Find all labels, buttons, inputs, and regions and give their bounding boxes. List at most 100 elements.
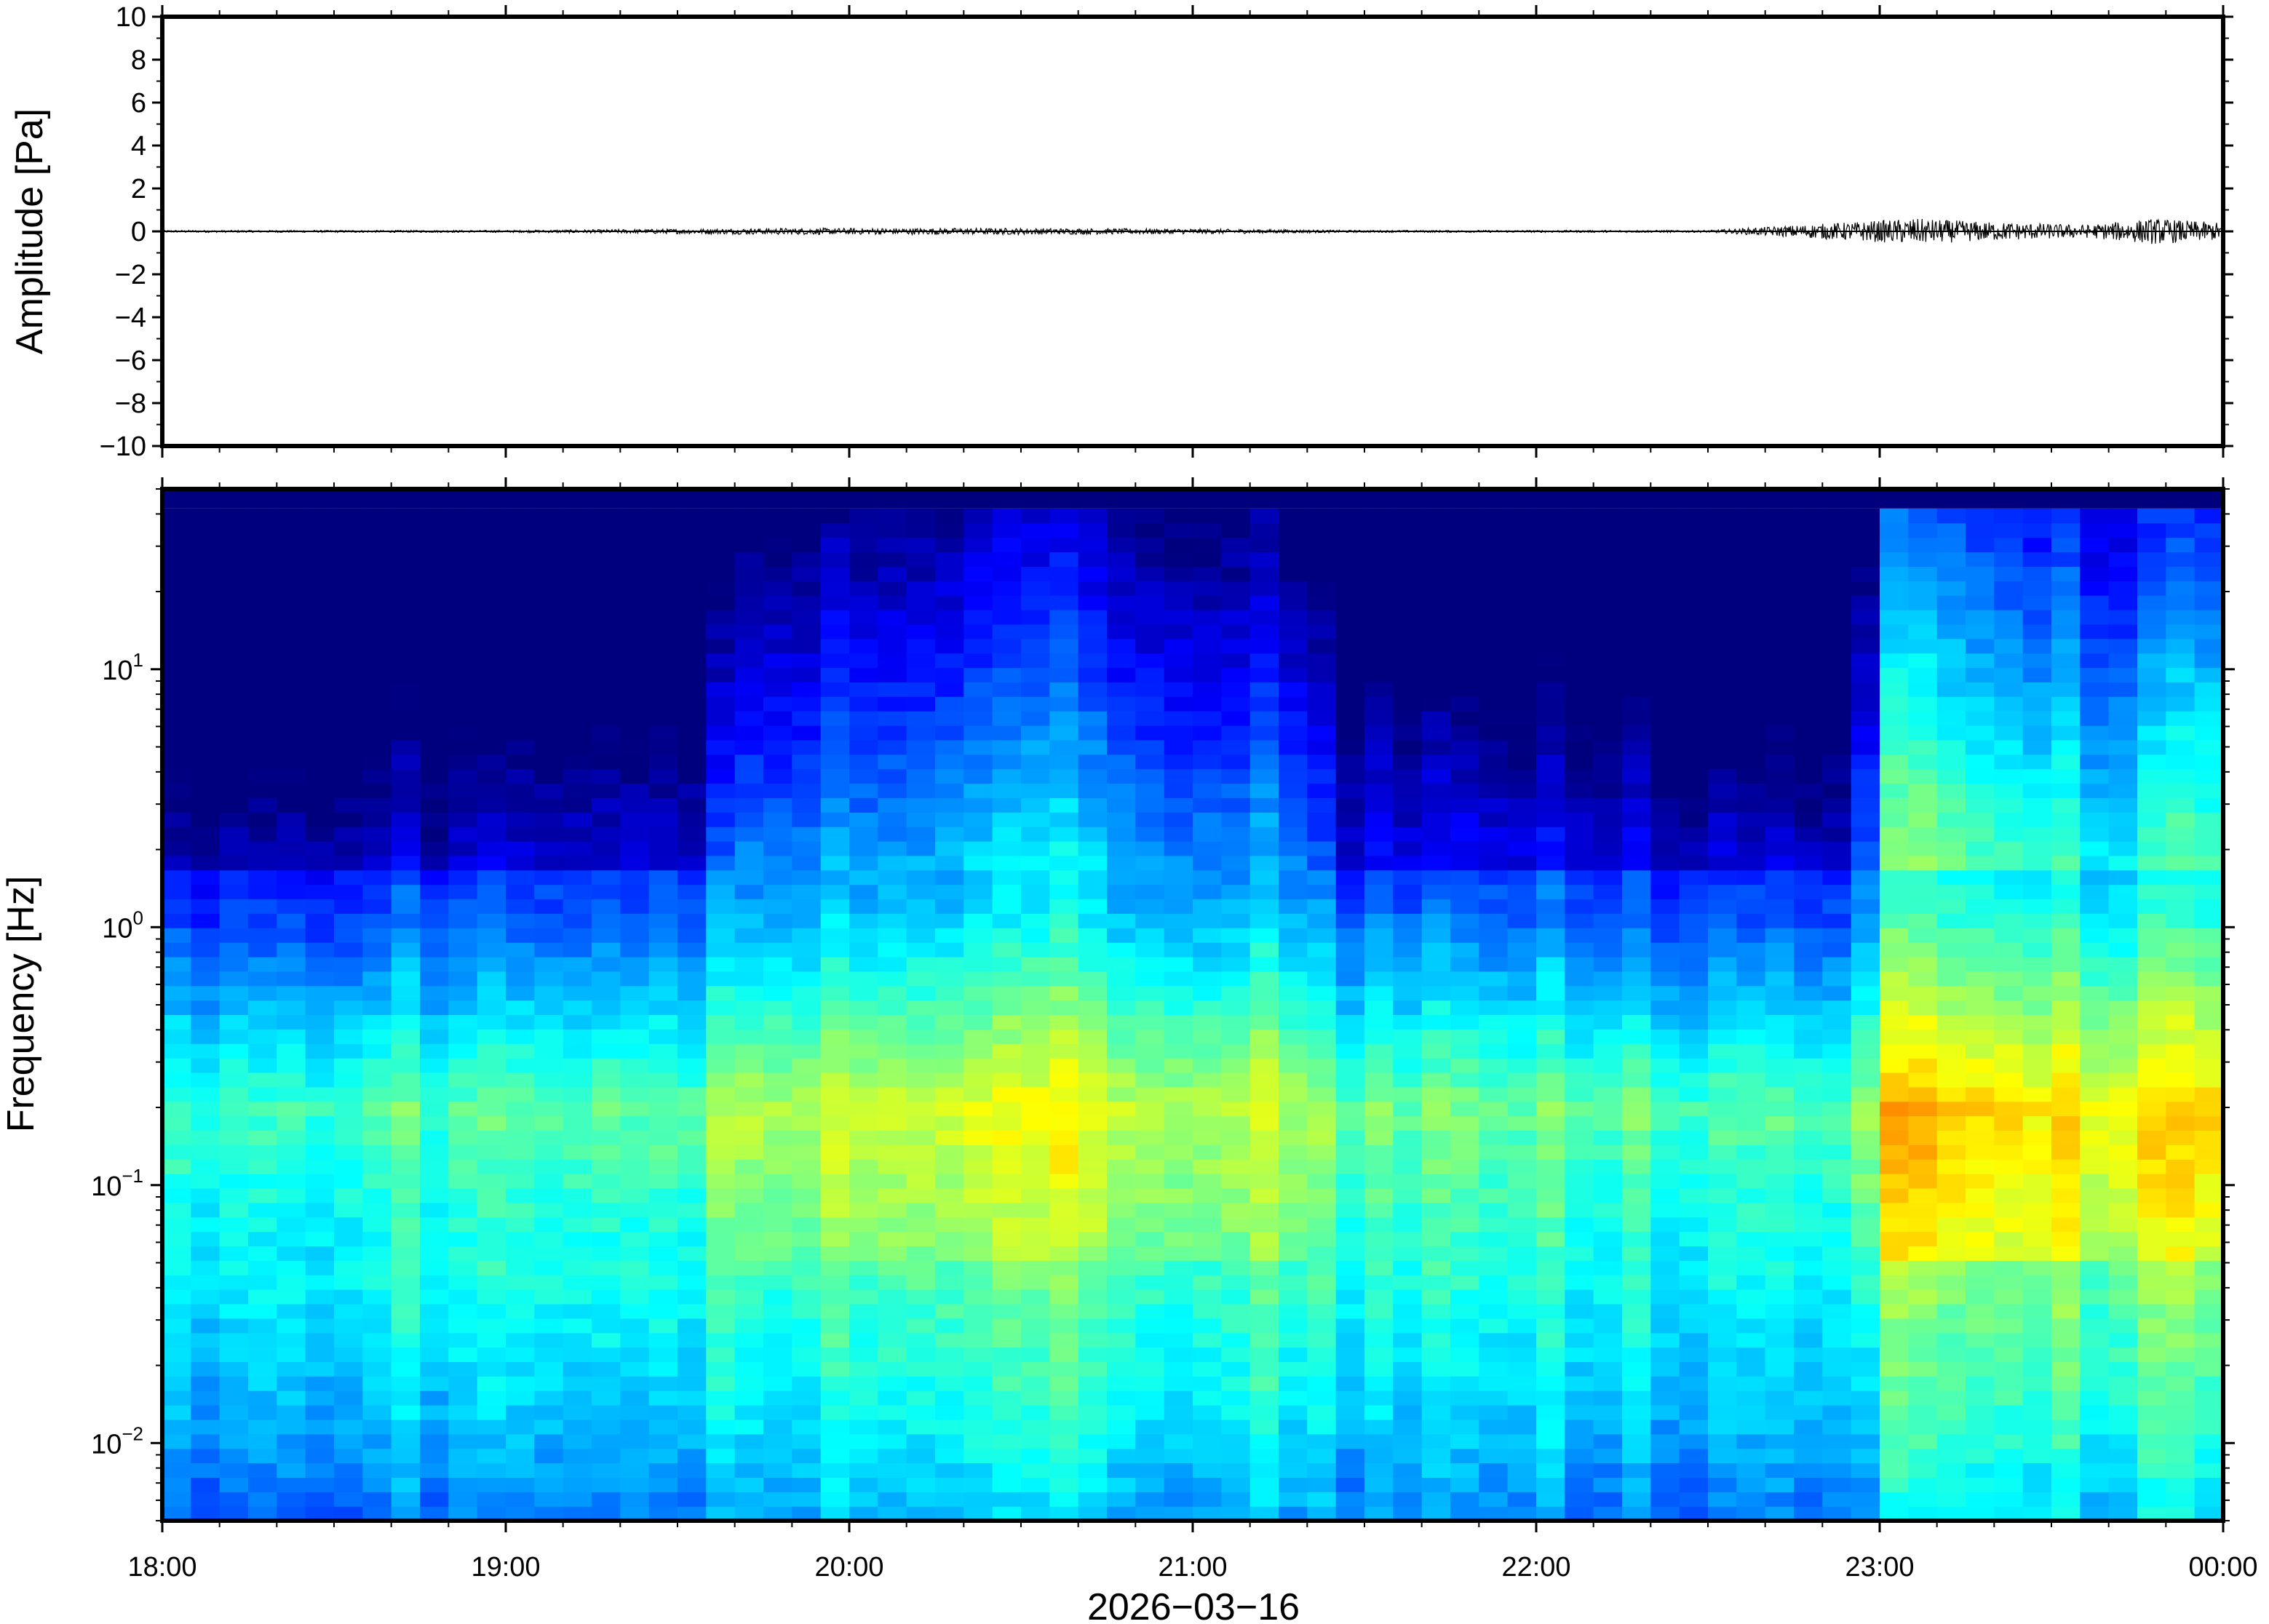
spectrogram-cell — [1593, 1072, 1623, 1088]
spectrogram-cell — [677, 696, 707, 712]
spectrogram-cell — [1936, 783, 1966, 798]
spectrogram-cell — [820, 1303, 850, 1319]
spectrogram-cell — [1736, 1246, 1766, 1261]
spectrogram-cell — [1221, 1376, 1251, 1391]
spectrogram-cell — [2022, 638, 2052, 654]
spectrogram-cell — [734, 725, 764, 741]
spectrogram-cell — [191, 942, 220, 958]
spectrogram-cell — [1393, 1433, 1423, 1449]
spectrogram-cell — [1135, 1231, 1165, 1246]
spectrogram-cell — [391, 1419, 421, 1435]
spectrogram-cell — [1536, 725, 1565, 741]
spectrogram-cell — [592, 522, 621, 538]
spectrogram-cell — [534, 1029, 564, 1044]
spectrogram-cell — [620, 1187, 650, 1203]
spectrogram-cell — [1994, 827, 2024, 842]
spectrogram-cell — [1708, 913, 1737, 928]
spectrogram-cell — [734, 783, 764, 798]
spectrogram-cell — [820, 1058, 850, 1073]
spectrogram-cell — [305, 711, 335, 726]
spectrogram-cell — [1335, 1145, 1365, 1160]
spectrogram-cell — [305, 899, 335, 914]
spectrogram-cell — [1536, 1419, 1565, 1435]
spectrogram-cell — [1107, 1405, 1136, 1420]
spectrogram-cell — [2080, 581, 2110, 596]
spectrogram-cell — [1164, 1506, 1193, 1521]
spectrogram-cell — [1936, 869, 1966, 885]
spectrogram-cell — [1249, 812, 1279, 827]
spectrogram-cell — [477, 711, 506, 726]
spectrogram-cell — [1936, 1318, 1966, 1334]
spectrogram-cell — [1936, 840, 1966, 856]
spectrogram-cell — [1650, 595, 1680, 610]
spectrogram-cell — [1421, 797, 1451, 813]
spectrogram-cell — [448, 754, 478, 770]
spectrogram-cell — [1593, 1492, 1623, 1507]
spectrogram-cell — [677, 1390, 707, 1406]
spectrogram-cell — [563, 1231, 592, 1246]
spectrogram-cell — [277, 522, 306, 538]
spectrogram-cell — [563, 1390, 592, 1406]
spectrogram-cell — [706, 610, 736, 625]
spectrogram-cell — [1221, 739, 1251, 755]
spectrogram-cell — [1078, 1072, 1108, 1088]
spectrogram-cell — [506, 1448, 535, 1464]
spectrogram-cell — [1593, 1433, 1623, 1449]
spectrogram-cell — [506, 812, 535, 827]
spectrogram-cell — [277, 638, 306, 654]
spectrogram-cell — [1565, 1376, 1594, 1391]
spectrogram-cell — [2051, 725, 2081, 741]
spectrogram-cell — [1450, 1130, 1479, 1145]
spectrogram-cell — [2051, 1318, 2081, 1334]
spectrogram-cell — [219, 1433, 249, 1449]
spectrogram-cell — [1364, 1029, 1394, 1044]
spectrogram-cell — [963, 1506, 993, 1521]
spectrogram-cell — [1221, 624, 1251, 640]
spectrogram-cell — [391, 754, 421, 770]
spectrogram-cell — [620, 899, 650, 914]
spectrogram-cell — [1107, 1072, 1136, 1088]
spectrogram-cell — [448, 884, 478, 900]
spectrogram-cell — [1307, 1130, 1337, 1145]
spectrogram-cell — [648, 1029, 678, 1044]
spectrogram-cell — [1565, 1217, 1594, 1233]
spectrogram-cell — [248, 840, 277, 856]
spectrogram-cell — [2137, 1506, 2166, 1521]
spectrogram-cell — [1851, 653, 1880, 669]
spectrogram-cell — [677, 725, 707, 741]
spectrogram-cell — [1193, 537, 1222, 553]
spectrogram-cell — [1936, 1159, 1966, 1174]
spectrogram-cell — [1822, 1246, 1852, 1261]
spectrogram-cell — [1679, 1492, 1709, 1507]
spectrogram-cell — [1851, 711, 1880, 726]
spectrogram-cell — [878, 537, 907, 553]
spectrogram-cell — [1936, 1145, 1966, 1160]
spectrogram-cell — [477, 1174, 506, 1189]
spectrogram-cell — [1450, 1318, 1479, 1334]
spectrogram-cell — [534, 884, 564, 900]
spectrogram-cell — [1994, 840, 2024, 856]
spectrogram-cell — [1994, 1145, 2024, 1160]
spectrogram-cell — [1994, 1448, 2024, 1464]
spectrogram-cell — [592, 840, 621, 856]
spectrogram-cell — [1736, 1433, 1766, 1449]
spectrogram-cell — [1536, 1217, 1565, 1233]
spectrogram-cell — [1994, 855, 2024, 871]
spectrogram-cell — [677, 985, 707, 1001]
spectrogram-cell — [1851, 1058, 1880, 1073]
spectrogram-cell — [420, 985, 449, 1001]
spectrogram-cell — [277, 1361, 306, 1377]
spectrogram-cell — [477, 855, 506, 871]
spectrogram-cell — [763, 1405, 792, 1420]
spectrogram-cell — [219, 1390, 249, 1406]
spectrogram-cell — [849, 783, 878, 798]
spectrogram-cell — [1335, 725, 1365, 741]
spectrogram-cell — [1164, 624, 1193, 640]
spectrogram-cell — [1765, 1202, 1795, 1218]
spectrogram-cell — [191, 1101, 220, 1117]
spectrogram-cell — [1364, 956, 1394, 972]
spectrogram-cell — [1049, 1231, 1079, 1246]
spectrogram-cell — [1221, 899, 1251, 914]
spectrogram-cell — [620, 1014, 650, 1030]
spectrogram-cell — [277, 624, 306, 640]
